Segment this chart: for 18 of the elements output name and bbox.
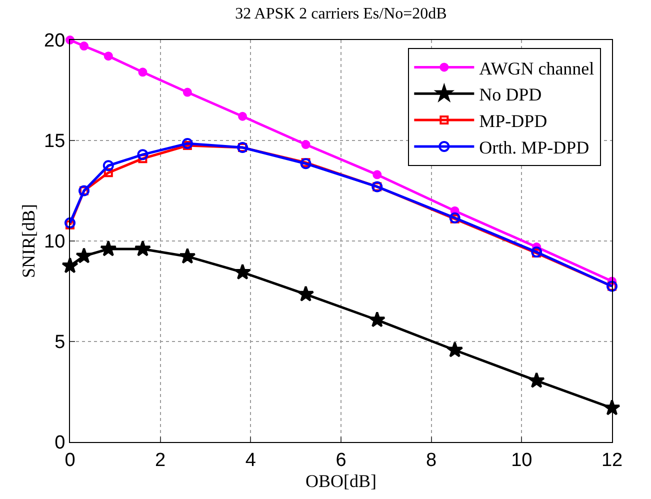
- legend-label: No DPD: [479, 84, 542, 105]
- x-tick-label: 8: [426, 450, 437, 471]
- legend-label: MP-DPD: [479, 111, 548, 132]
- x-tick-label: 4: [245, 450, 256, 471]
- y-tick-label: 0: [54, 432, 66, 454]
- y-tick-label: 20: [44, 30, 66, 52]
- y-axis-title: SNIR[dB]: [18, 204, 38, 278]
- y-tick-label: 15: [44, 131, 66, 152]
- x-tick-label: 12: [601, 450, 623, 471]
- legend-label: AWGN channel: [479, 58, 594, 78]
- y-tick-label: 10: [44, 232, 66, 253]
- x-tick-label: 10: [511, 450, 532, 471]
- x-tick-label: 2: [155, 450, 166, 471]
- chart-title: 32 APSK 2 carriers Es/No=20dB: [235, 6, 447, 23]
- x-tick-label: 6: [336, 450, 346, 471]
- legend-label: Orth. MP-DPD: [479, 137, 590, 158]
- y-tick-label: 5: [54, 332, 66, 354]
- x-axis-title: OBO[dB]: [306, 470, 376, 491]
